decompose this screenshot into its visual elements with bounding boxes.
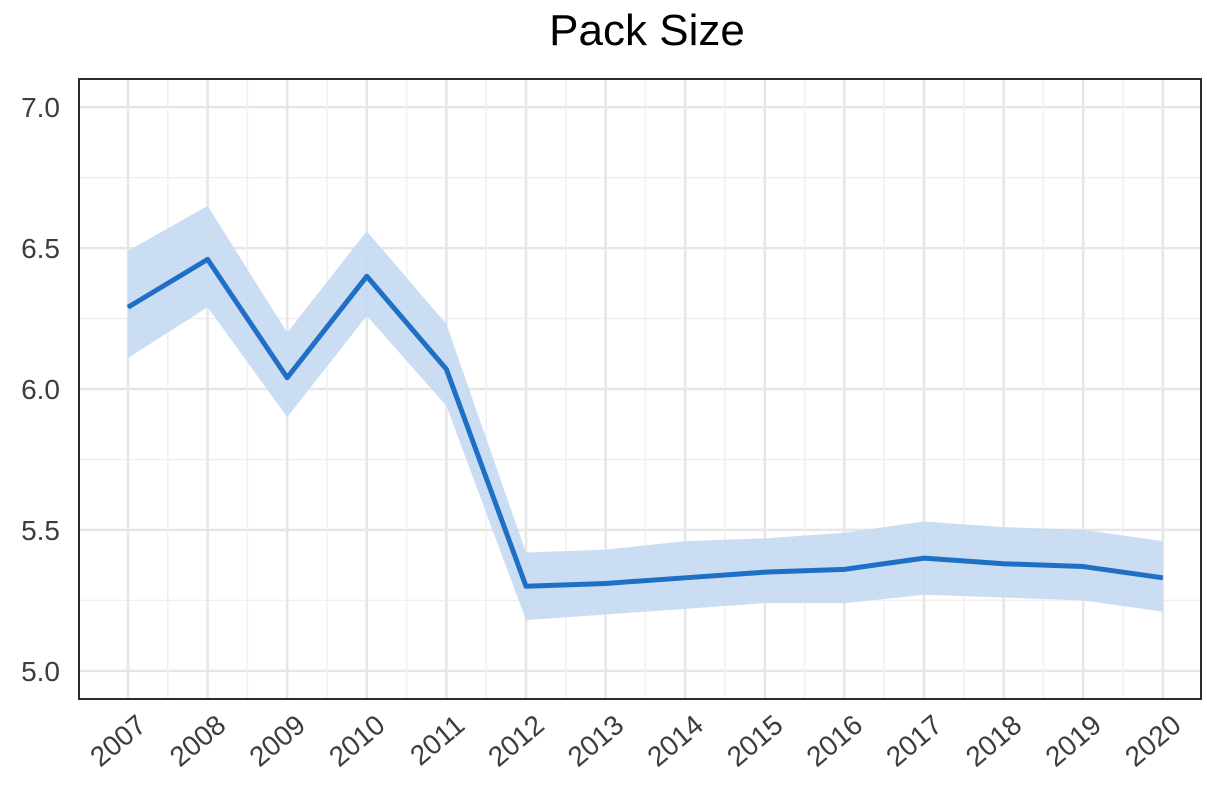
data-point-2014 xyxy=(684,577,686,579)
x-tick-label: 2012 xyxy=(482,709,550,773)
data-point-2011 xyxy=(445,368,447,370)
x-tick-label: 2010 xyxy=(323,709,391,773)
data-point-2009 xyxy=(286,377,288,379)
x-tick-label: 2020 xyxy=(1119,709,1187,773)
confidence-band-layer xyxy=(128,205,1163,621)
data-point-2010 xyxy=(366,275,368,277)
data-point-2013 xyxy=(605,582,607,584)
y-axis-tick-labels: 5.0 5.5 6.0 6.5 7.0 xyxy=(21,92,60,687)
x-tick-label: 2016 xyxy=(801,709,869,773)
series-line xyxy=(126,256,1164,589)
x-tick-label: 2015 xyxy=(721,709,789,773)
y-tick-label: 5.0 xyxy=(21,656,60,687)
chart-title: Pack Size xyxy=(549,6,745,55)
y-tick-label: 6.5 xyxy=(21,233,60,264)
x-axis-tick-labels: 2007 2008 2009 2010 2011 2012 2013 2014 2015 2016… xyxy=(84,709,1186,773)
data-point-2019 xyxy=(1082,566,1084,568)
y-tick-label: 5.5 xyxy=(21,515,60,546)
x-tick-label: 2017 xyxy=(880,709,948,773)
series-line-layer xyxy=(126,256,1164,589)
data-point-2017 xyxy=(923,557,925,559)
data-point-2008 xyxy=(207,258,209,260)
data-point-2015 xyxy=(764,571,766,573)
data-point-2016 xyxy=(843,568,845,570)
data-point-2018 xyxy=(1003,563,1005,565)
x-tick-label: 2018 xyxy=(960,709,1028,773)
x-tick-label: 2009 xyxy=(243,709,311,773)
confidence-band xyxy=(128,205,1163,621)
y-tick-label: 6.0 xyxy=(21,374,60,405)
plot-frame xyxy=(78,78,1202,700)
x-tick-label: 2008 xyxy=(164,709,232,773)
y-tick-label: 7.0 xyxy=(21,92,60,123)
data-point-2007 xyxy=(127,306,129,308)
x-tick-label: 2007 xyxy=(84,709,152,773)
x-tick-label: 2019 xyxy=(1039,709,1107,773)
data-point-2020 xyxy=(1162,577,1164,579)
x-tick-label: 2011 xyxy=(404,709,470,771)
data-point-2012 xyxy=(525,585,527,587)
x-tick-label: 2014 xyxy=(641,709,709,773)
x-tick-label: 2013 xyxy=(562,709,630,773)
